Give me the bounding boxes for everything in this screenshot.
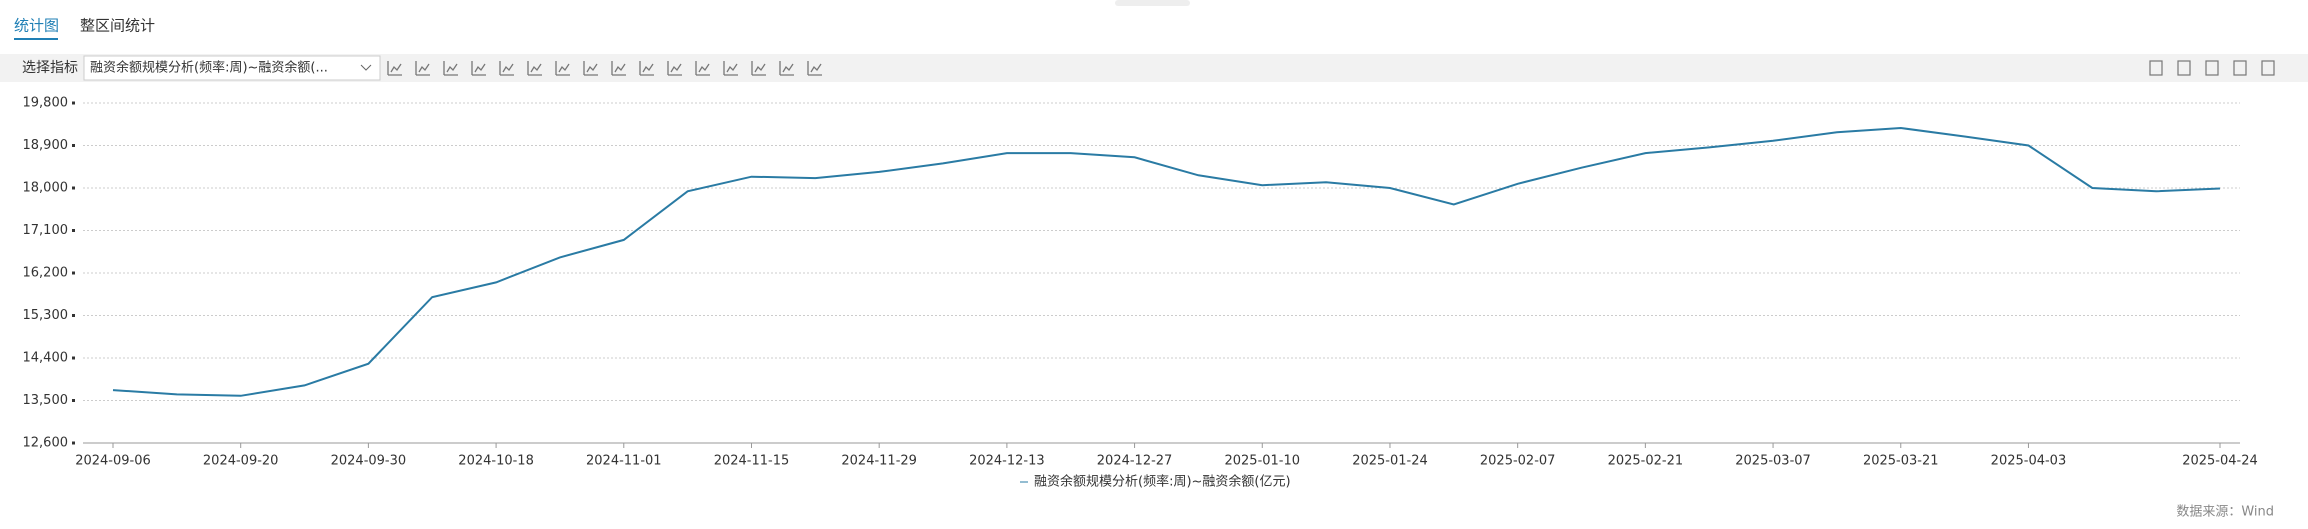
- icon-shape: [807, 61, 822, 76]
- tab[interactable]: 整区间统计: [80, 17, 155, 35]
- select-arrow: [360, 64, 372, 71]
- y-tick-label: 14,400: [23, 351, 69, 366]
- tool-icon[interactable]: [807, 61, 822, 76]
- icon-shape: [751, 61, 766, 76]
- icon-shape: [443, 61, 458, 76]
- x-tick-label: 2025-04-03: [1991, 454, 2067, 469]
- icon-shape: [2233, 60, 2247, 76]
- y-tick-label: 18,000: [23, 181, 69, 196]
- y-tick-mark: [72, 186, 75, 190]
- tool-icon[interactable]: [555, 61, 570, 76]
- icon-shape: [583, 61, 598, 76]
- icon-shape: [2177, 60, 2191, 76]
- tool-icon[interactable]: [471, 61, 486, 76]
- export-icon[interactable]: [2177, 60, 2191, 76]
- tool-icon[interactable]: [779, 61, 794, 76]
- x-tick-label: 2025-03-21: [1863, 454, 1939, 469]
- icon-shape: [471, 61, 486, 76]
- tab-active[interactable]: 统计图: [14, 17, 59, 35]
- tool-icon[interactable]: [527, 61, 542, 76]
- y-tick-label: 17,100: [23, 223, 69, 238]
- x-tick-label: 2024-09-30: [331, 454, 407, 469]
- source: 数据来源：Wind: [2176, 505, 2274, 520]
- icon-shape: [695, 61, 710, 76]
- icon-shape: [2261, 60, 2275, 76]
- toolbar-label: 选择指标: [22, 60, 78, 76]
- x-tick-label: 2025-01-10: [1224, 454, 1300, 469]
- tool-icon[interactable]: [415, 61, 430, 76]
- y-tick-label: 18,900: [23, 138, 69, 153]
- icon-shape: [611, 61, 626, 76]
- x-tick-label: 2024-12-13: [969, 454, 1045, 469]
- export-icon[interactable]: [2149, 60, 2163, 76]
- indicator-select[interactable]: [83, 55, 381, 81]
- icon-shape: [667, 61, 682, 76]
- icon-shape: [723, 61, 738, 76]
- y-tick-mark: [72, 101, 75, 105]
- y-tick-label: 12,600: [23, 436, 69, 451]
- icon-shape: [779, 61, 794, 76]
- x-tick-label: 2025-02-07: [1480, 454, 1556, 469]
- select-text: 融资余额规模分析(频率:周)~融资余额(...: [90, 60, 328, 76]
- x-tick-label: 2024-11-29: [841, 454, 917, 469]
- y-tick-mark: [72, 314, 75, 317]
- tool-icon[interactable]: [695, 61, 710, 76]
- tool-icon[interactable]: [387, 61, 402, 76]
- x-tick-label: 2024-09-06: [75, 454, 151, 469]
- export-icon[interactable]: [2233, 60, 2247, 76]
- export-icon[interactable]: [2261, 60, 2275, 76]
- y-tick-label: 19,800: [23, 96, 69, 111]
- y-tick-mark: [72, 271, 75, 275]
- y-tick-mark: [72, 144, 75, 147]
- tool-icon[interactable]: [723, 61, 738, 76]
- y-tick-label: 16,200: [23, 266, 69, 281]
- tool-icon[interactable]: [499, 61, 514, 76]
- x-tick-label: 2024-10-18: [458, 454, 534, 469]
- icon-shape: [2205, 60, 2219, 76]
- series-line: [112, 126, 2221, 397]
- y-tick-mark: [72, 399, 75, 402]
- export-icon[interactable]: [2205, 60, 2219, 76]
- y-tick-label: 15,300: [23, 308, 69, 323]
- x-tick-label: 2025-04-24: [2182, 454, 2258, 469]
- x-tick-label: 2025-02-21: [1608, 454, 1684, 469]
- x-tick-label: 2025-01-24: [1352, 454, 1428, 469]
- tool-icon[interactable]: [611, 61, 626, 76]
- x-tick-label: 2024-11-15: [714, 454, 790, 469]
- legend-label[interactable]: 融资余额规模分析(频率:周)~融资余额(亿元): [1034, 474, 1291, 490]
- tool-icon[interactable]: [443, 61, 458, 76]
- x-tick-label: 2024-09-20: [203, 454, 279, 469]
- icon-shape: [387, 61, 402, 76]
- tool-icon[interactable]: [751, 61, 766, 76]
- icon-shape: [2149, 60, 2163, 76]
- tool-icon[interactable]: [583, 61, 598, 76]
- tool-icon[interactable]: [639, 61, 654, 76]
- toolbar-icons: [387, 60, 2275, 76]
- icon-shape: [499, 61, 514, 76]
- x-tick-label: 2024-12-27: [1097, 454, 1173, 469]
- tool-icon[interactable]: [667, 61, 682, 76]
- y-tick-mark: [72, 229, 75, 232]
- icon-shape: [415, 61, 430, 76]
- icon-shape: [639, 61, 654, 76]
- y-tick-label: 13,500: [23, 393, 69, 408]
- x-tick-label: 2025-03-07: [1735, 454, 1811, 469]
- handle[interactable]: [1115, 0, 1190, 6]
- y-tick-mark: [72, 356, 75, 360]
- x-tick-label: 2024-11-01: [586, 454, 662, 469]
- tab-underline: [14, 38, 58, 40]
- icon-shape: [555, 61, 570, 76]
- toolbar: [0, 54, 2308, 82]
- y-tick-mark: [72, 441, 75, 445]
- icon-shape: [527, 61, 542, 76]
